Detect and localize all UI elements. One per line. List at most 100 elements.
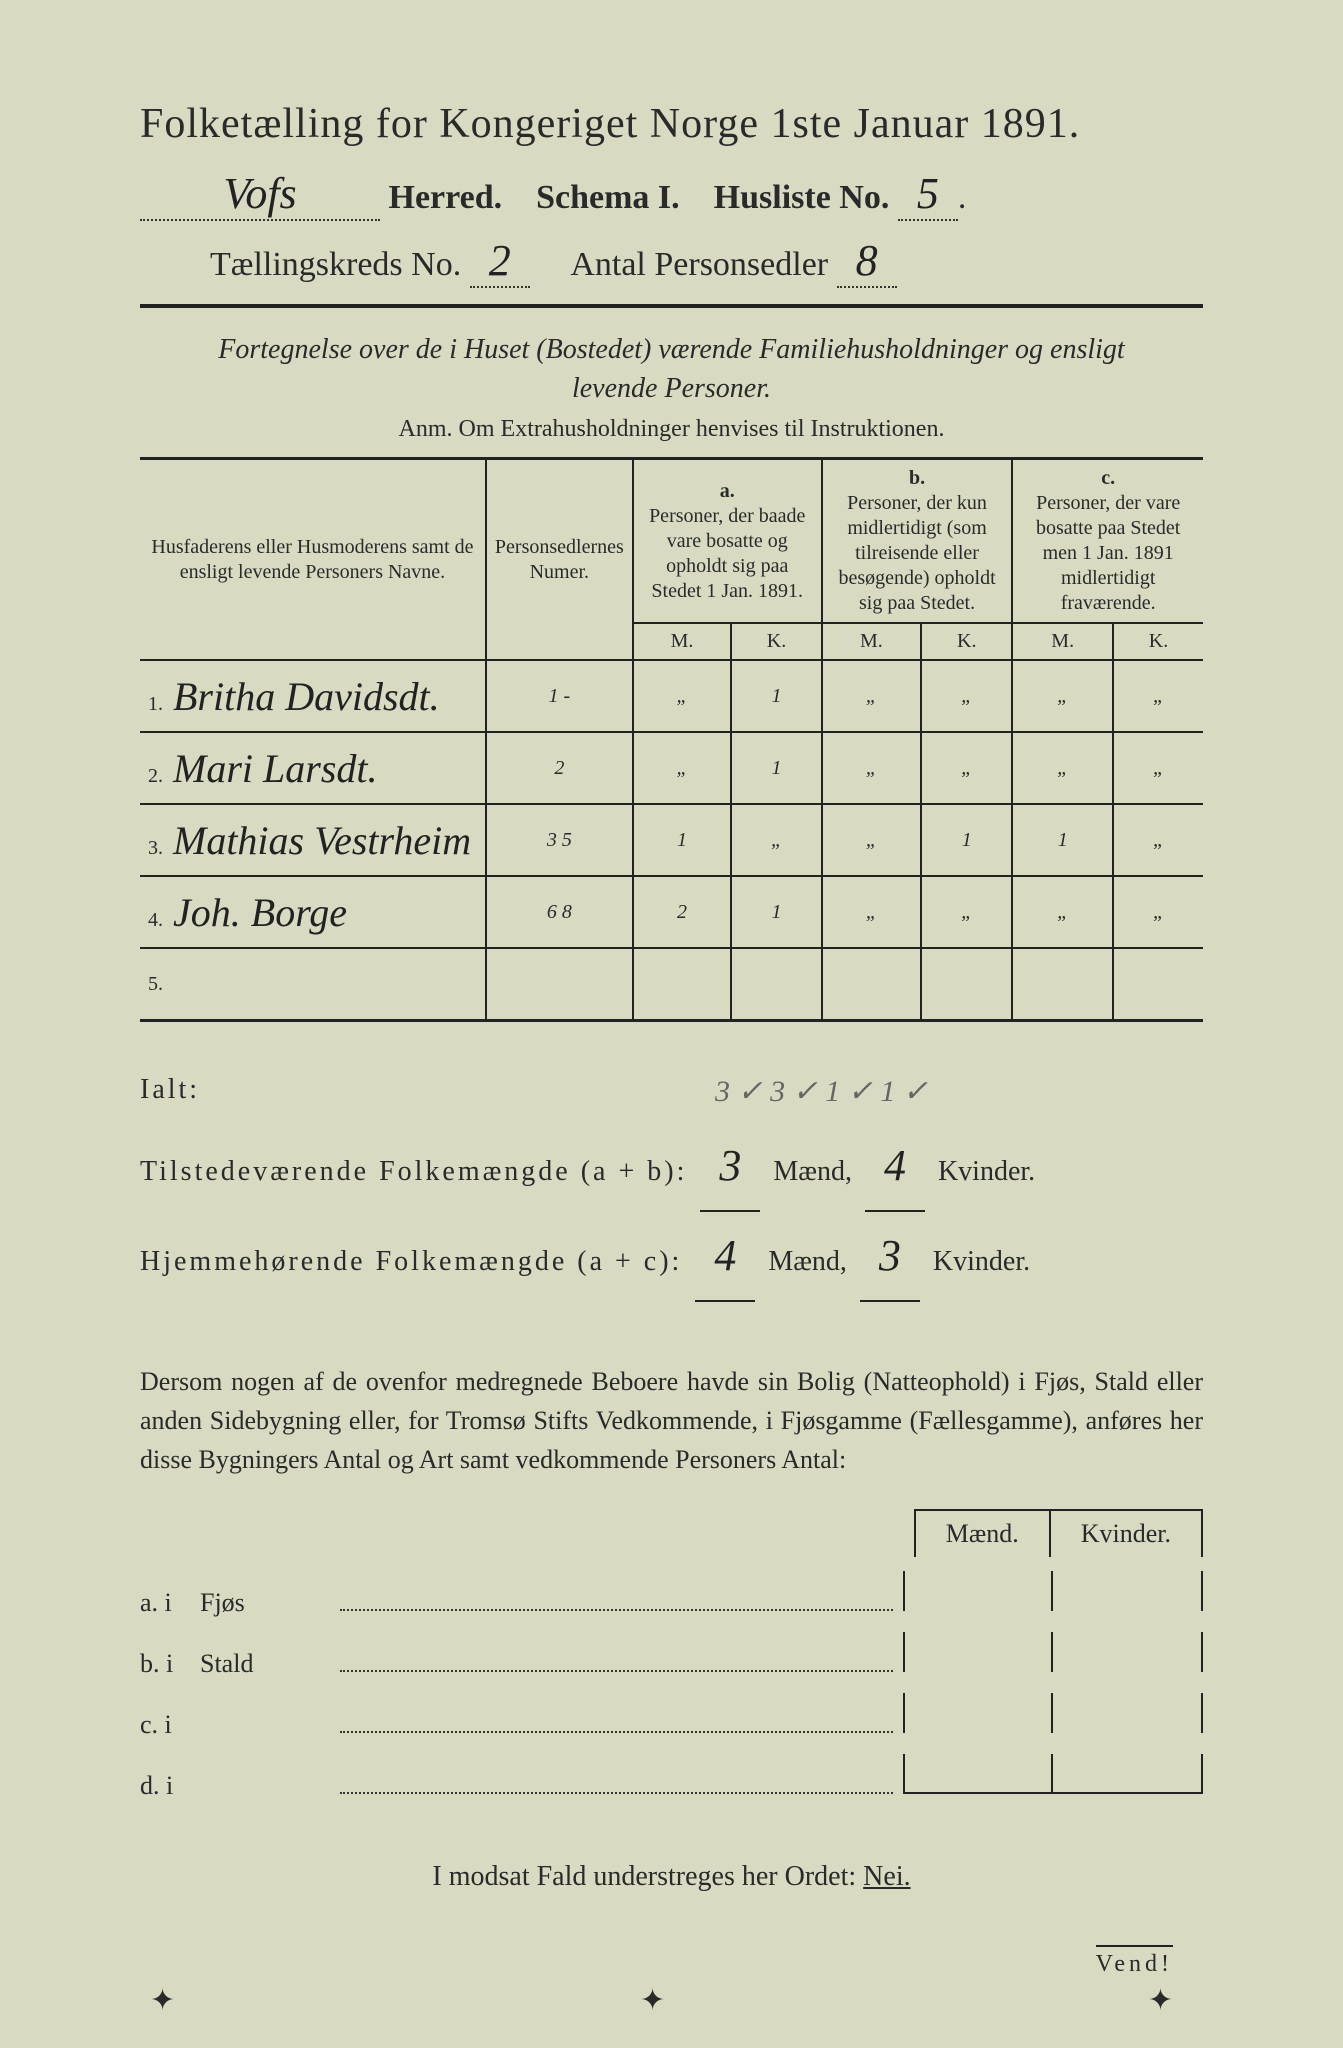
cell: „ (822, 876, 921, 948)
cell: „ (1113, 804, 1203, 876)
cell: „ (822, 732, 921, 804)
item-c: c. i (140, 1710, 200, 1740)
m-slot (903, 1693, 1053, 1733)
dotted-line (340, 1585, 893, 1611)
mk-header: Mænd. Kvinder. (140, 1509, 1203, 1557)
dotted-line (340, 1768, 893, 1794)
husliste-value: 5 (898, 168, 958, 221)
abcd-list: a. i Fjøs b. i Stald c. i d. i (140, 1571, 1203, 1801)
cell: „ (1012, 876, 1113, 948)
fjos-label: Fjøs (200, 1588, 340, 1618)
cell: „ (1113, 660, 1203, 732)
subtitle: Fortegnelse over de i Huset (Bostedet) v… (140, 330, 1203, 408)
subtitle-line2: levende Personer. (572, 373, 771, 404)
c-m: M. (1012, 623, 1113, 660)
list-item: b. i Stald (140, 1632, 1203, 1679)
b-m: M. (822, 623, 921, 660)
nei-text: I modsat Fald understreges her Ordet: (432, 1861, 856, 1892)
k-slot (1053, 1632, 1203, 1672)
row-index: 5. (148, 973, 163, 995)
husliste-label: Husliste No. (714, 179, 890, 216)
cell: „ (1113, 732, 1203, 804)
col-c-header: c. Personer, der vare bosatte paa Stedet… (1012, 459, 1203, 624)
col-name-header: Husfaderens eller Husmoderens samt de en… (140, 459, 486, 661)
c-k: K. (1113, 623, 1203, 660)
table-row: 3.Mathias Vestrheim 3 5 1 „ „ 1 1 „ (140, 804, 1203, 876)
herred-line: Vofs Herred. Schema I. Husliste No. 5. (140, 168, 1203, 221)
cell: 1 (633, 804, 732, 876)
list-item: d. i (140, 1754, 1203, 1801)
tilstede-line: Tilstedeværende Folkemængde (a + b): 3 M… (140, 1122, 1203, 1212)
cell: „ (921, 660, 1012, 732)
person-name: Britha Davidsdt. (173, 674, 440, 719)
cell: „ (633, 660, 732, 732)
maend-label: Mænd, (768, 1246, 847, 1277)
nei-line: I modsat Fald understreges her Ordet: Ne… (140, 1861, 1203, 1893)
item-a: a. i (140, 1588, 200, 1618)
kvinder-label: Kvinder. (933, 1246, 1030, 1277)
a-m: M. (633, 623, 732, 660)
kreds-line: Tællingskreds No. 2 Antal Personsedler 8 (140, 235, 1203, 288)
col-c-text: Personer, der vare bosatte paa Stedet me… (1021, 491, 1195, 616)
m-slot (903, 1754, 1053, 1794)
tilstede-m: 3 (700, 1122, 760, 1212)
hjemme-k: 3 (860, 1212, 920, 1302)
vend-label: Vend! (1096, 1945, 1173, 1978)
table-row: 2.Mari Larsdt. 2 „ 1 „ „ „ „ (140, 732, 1203, 804)
maend-label: Mænd, (773, 1156, 852, 1187)
col-c-label: c. (1021, 466, 1195, 491)
k-slot (1053, 1693, 1203, 1733)
totals-block: Ialt: 3 ✓ 3 ✓ 1 ✓ 1 ✓ Tilstedeværende Fo… (140, 1062, 1203, 1302)
tilstede-label: Tilstedeværende Folkemængde (a + b): (140, 1156, 687, 1187)
census-table: Husfaderens eller Husmoderens samt de en… (140, 457, 1203, 1022)
k-slot (1053, 1571, 1203, 1611)
hjemme-label: Hjemmehørende Folkemængde (a + c): (140, 1246, 682, 1277)
herred-label: Herred. (389, 179, 503, 216)
cell: 1 (731, 876, 821, 948)
dotted-line (340, 1646, 893, 1672)
row-index: 3. (148, 837, 163, 859)
kvinder-header: Kvinder. (1051, 1509, 1203, 1557)
subtitle-line1: Fortegnelse over de i Huset (Bostedet) v… (218, 334, 1124, 365)
cell: „ (1113, 876, 1203, 948)
antal-label: Antal Personsedler (570, 246, 828, 283)
cell: „ (921, 876, 1012, 948)
cell: 1 (1012, 804, 1113, 876)
row-index: 4. (148, 909, 163, 931)
cell: „ (822, 804, 921, 876)
kvinder-label: Kvinder. (938, 1156, 1035, 1187)
kreds-label: Tællingskreds No. (210, 246, 461, 283)
census-form-page: Folketælling for Kongeriget Norge 1ste J… (0, 0, 1343, 1953)
col-num-header: Personsedlernes Numer. (486, 459, 633, 661)
anm-note: Anm. Om Extrahusholdninger henvises til … (140, 416, 1203, 443)
cell: 1 (731, 660, 821, 732)
row-index: 2. (148, 765, 163, 787)
kreds-value: 2 (470, 235, 530, 288)
row-index: 1. (148, 693, 163, 715)
cell: „ (731, 804, 821, 876)
person-num: 1 - (486, 660, 633, 732)
col-a-label: a. (642, 479, 813, 504)
person-name: Mathias Vestrheim (173, 818, 471, 863)
item-d: d. i (140, 1771, 200, 1801)
m-slot (903, 1632, 1053, 1672)
dotted-line (340, 1707, 893, 1733)
pencil-totals: 3 ✓ 3 ✓ 1 ✓ 1 ✓ (440, 1062, 1203, 1122)
person-name: Mari Larsdt. (173, 746, 378, 791)
dersom-paragraph: Dersom nogen af de ovenfor medregnede Be… (140, 1362, 1203, 1479)
nei-word: Nei. (863, 1861, 910, 1892)
person-num: 2 (486, 732, 633, 804)
hjemme-line: Hjemmehørende Folkemængde (a + c): 4 Mæn… (140, 1212, 1203, 1302)
person-num: 6 8 (486, 876, 633, 948)
table-row: 1.Britha Davidsdt. 1 - „ 1 „ „ „ „ (140, 660, 1203, 732)
col-b-text: Personer, der kun midlertidigt (som tilr… (831, 491, 1004, 616)
binding-pin-icon: ✦ (640, 1983, 665, 2018)
stald-label: Stald (200, 1649, 340, 1679)
ialt-label: Ialt: (140, 1062, 440, 1122)
cell: „ (633, 732, 732, 804)
col-name-text: Husfaderens eller Husmoderens samt de en… (151, 536, 473, 583)
table-row: 5. (140, 948, 1203, 1020)
person-num: 3 5 (486, 804, 633, 876)
col-a-text: Personer, der baade vare bosatte og opho… (642, 504, 813, 604)
item-b: b. i (140, 1649, 200, 1679)
